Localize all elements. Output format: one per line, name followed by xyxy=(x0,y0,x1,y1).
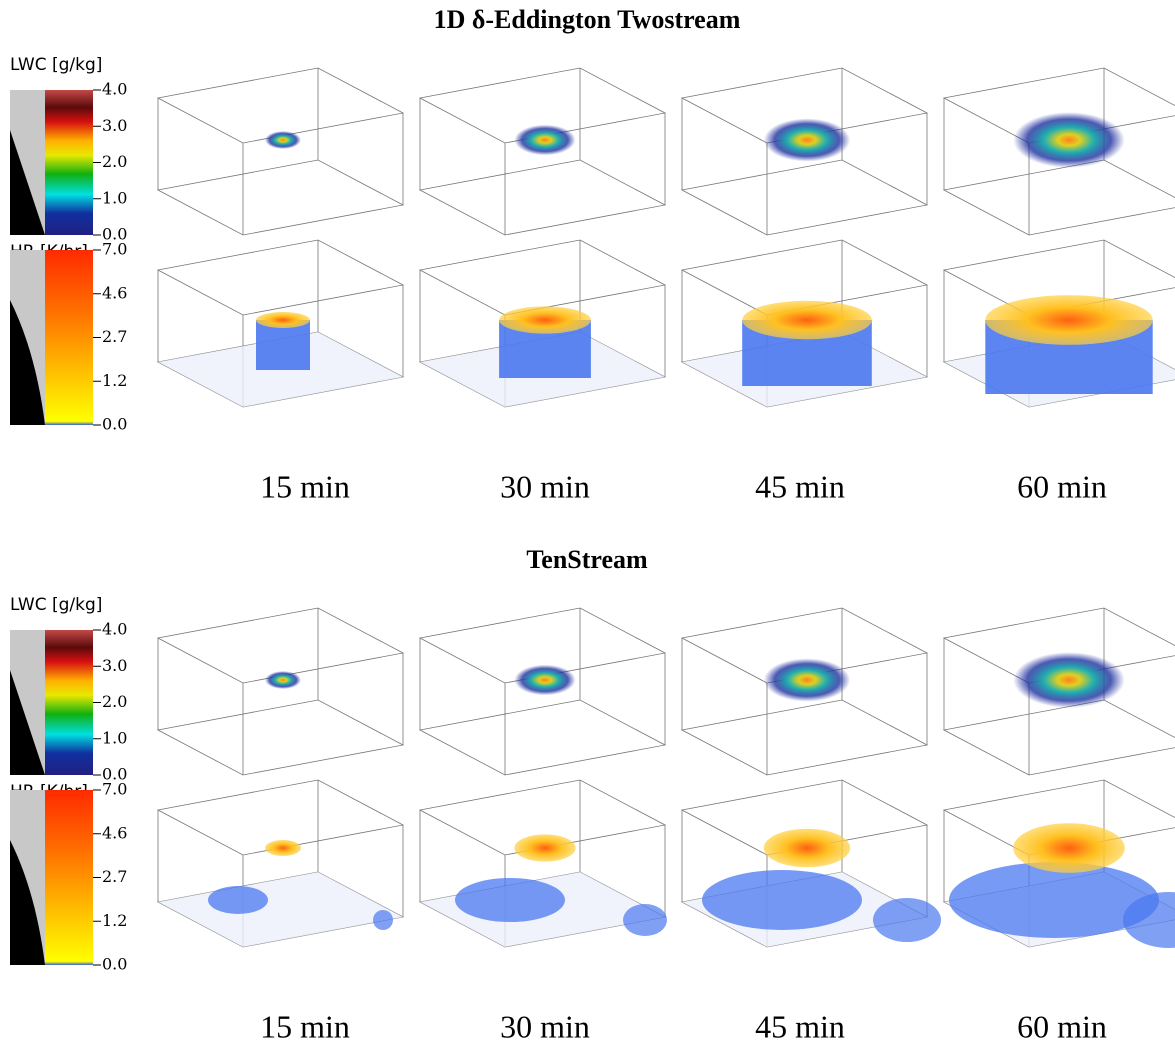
cloud-render xyxy=(1013,112,1125,168)
panel-title: TenStream xyxy=(526,545,648,574)
colorbar xyxy=(45,630,93,775)
colorbar xyxy=(45,790,93,965)
bounding-box xyxy=(158,68,403,235)
tick-label: 4.6 xyxy=(102,283,127,302)
tick-label: 2.0 xyxy=(102,692,127,711)
cloud-render xyxy=(514,665,575,696)
time-label: 60 min xyxy=(1017,1008,1107,1044)
time-label: 45 min xyxy=(755,1008,845,1044)
tick-label: 2.7 xyxy=(102,867,127,886)
colorbar xyxy=(45,90,93,235)
time-label: 30 min xyxy=(500,1008,590,1044)
heating-top xyxy=(514,834,575,861)
time-label: 30 min xyxy=(500,468,590,504)
time-label: 15 min xyxy=(260,1008,350,1044)
heating-shadow xyxy=(455,878,565,922)
cloud-render xyxy=(764,658,850,701)
heating-shadow xyxy=(873,898,941,942)
tick-label: 3.0 xyxy=(102,656,127,675)
cloud-render xyxy=(265,671,301,689)
tick-label: 4.0 xyxy=(102,80,127,99)
tick-label: 3.0 xyxy=(102,116,127,135)
tick-label: 7.0 xyxy=(102,240,127,259)
tick-label: 1.0 xyxy=(102,728,127,747)
tick-label: 2.7 xyxy=(102,327,127,346)
tick-label: 0.0 xyxy=(102,415,127,434)
heating-top xyxy=(1013,823,1125,873)
bounding-box xyxy=(158,608,403,775)
tick-label: 1.2 xyxy=(102,911,127,930)
tick-label: 2.0 xyxy=(102,152,127,171)
heating-top xyxy=(256,312,310,328)
tick-label: 7.0 xyxy=(102,780,127,799)
ground-plane xyxy=(158,872,403,947)
tick-label: 0.0 xyxy=(102,955,127,974)
figure: 1D δ-Eddington TwostreamLWC [g/kg]4.03.0… xyxy=(0,0,1175,1044)
cloud-render xyxy=(1013,652,1125,708)
heating-shadow xyxy=(373,910,393,930)
tick-label: 1.0 xyxy=(102,188,127,207)
heating-top xyxy=(265,840,301,856)
panel-title: 1D δ-Eddington Twostream xyxy=(434,5,741,34)
time-label: 60 min xyxy=(1017,468,1107,504)
cloud-render xyxy=(514,125,575,156)
heating-shadow xyxy=(208,886,268,914)
heating-top xyxy=(764,829,850,867)
cloud-render xyxy=(265,131,301,149)
colorbar xyxy=(45,250,93,425)
heating-shadow xyxy=(702,870,862,930)
heating-top xyxy=(985,295,1152,345)
heating-shadow xyxy=(623,904,667,936)
tick-label: 1.2 xyxy=(102,371,127,390)
heating-top xyxy=(742,301,872,339)
cloud-render xyxy=(764,118,850,161)
time-label: 15 min xyxy=(260,468,350,504)
time-label: 45 min xyxy=(755,468,845,504)
tick-label: 4.0 xyxy=(102,620,127,639)
colorbar-label: LWC [g/kg] xyxy=(10,595,102,615)
heating-top xyxy=(499,306,591,333)
colorbar-label: LWC [g/kg] xyxy=(10,55,102,75)
tick-label: 4.6 xyxy=(102,823,127,842)
